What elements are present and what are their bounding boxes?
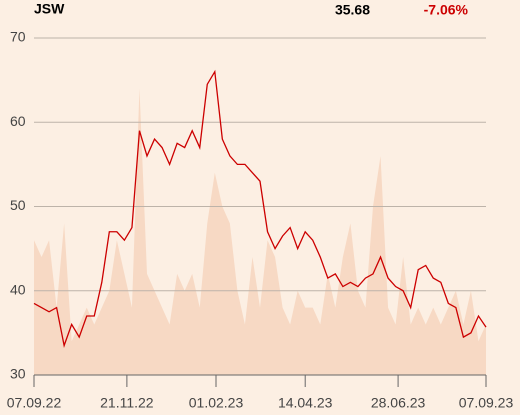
- x-tick-label: 07.09.22: [7, 395, 62, 411]
- last-price: 35.68: [335, 2, 370, 18]
- x-tick-label: 07.09.23: [459, 395, 514, 411]
- x-tick-label: 14.04.23: [278, 395, 333, 411]
- x-tick-label: 21.11.22: [100, 395, 154, 411]
- ticker: JSW: [34, 1, 65, 17]
- y-tick-label: 60: [10, 113, 26, 129]
- y-tick-label: 30: [10, 366, 26, 382]
- x-tick-label: 01.02.23: [189, 395, 244, 411]
- volume-area: [34, 88, 486, 376]
- y-tick-label: 40: [10, 281, 26, 297]
- y-tick-label: 70: [10, 29, 26, 45]
- x-tick-label: 28.06.23: [371, 395, 426, 411]
- price-line: [33, 69, 487, 348]
- y-tick-label: 50: [10, 197, 26, 213]
- price-change: -7.06%: [424, 2, 469, 18]
